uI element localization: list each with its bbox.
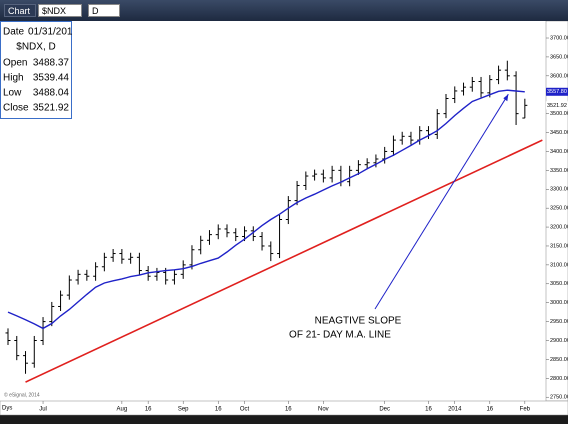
y-tick-label: 3500.00 xyxy=(550,111,568,117)
copyright: © eSignal, 2014 xyxy=(4,391,40,398)
dw-field-value: 3488.37 xyxy=(33,58,70,69)
x-tick-label: Jul xyxy=(39,407,47,413)
x-tick-label: 16 xyxy=(215,407,222,413)
y-tick-label: 3100.00 xyxy=(550,262,568,268)
x-tick-label: 16 xyxy=(486,407,493,413)
x-tick-label: 16 xyxy=(145,407,152,413)
x-tick-label: 16 xyxy=(285,407,292,413)
y-tick-label: 3300.00 xyxy=(550,187,568,193)
y-tick-label: 2950.00 xyxy=(550,319,568,325)
y-tick-label: 2900.00 xyxy=(550,338,568,344)
y-tick-label: 3450.00 xyxy=(550,130,568,136)
annotation-arrow xyxy=(374,93,509,310)
moving-average xyxy=(7,89,525,330)
y-tick-label: 3000.00 xyxy=(550,300,568,306)
y-tick-label: 3650.00 xyxy=(550,54,568,60)
title-bar xyxy=(0,0,568,21)
x-tick-label: Feb xyxy=(520,407,531,413)
y-tick-label: 3350.00 xyxy=(550,168,568,174)
x-tick-label: Aug xyxy=(117,407,128,413)
dw-date-label: Date xyxy=(3,27,25,38)
annotation-text: OF 21- DAY M.A. LINE xyxy=(289,330,391,341)
y-tick-label: 3150.00 xyxy=(550,243,568,249)
plot-area xyxy=(0,21,546,401)
symbol-box[interactable]: $NDX xyxy=(38,4,82,17)
data-window-frame xyxy=(0,21,72,119)
x-unit: Dys xyxy=(2,406,12,412)
x-axis-area xyxy=(0,400,568,416)
dw-date: 01/31/2014 xyxy=(28,27,72,38)
price-tag-box xyxy=(546,87,568,96)
y-tick-label: 3250.00 xyxy=(550,206,568,212)
price-tag: 3521.92 xyxy=(547,103,567,109)
x-tick-label: 16 xyxy=(425,407,432,413)
x-tick-label: Oct xyxy=(240,407,250,413)
dw-field-label: Close xyxy=(3,103,29,114)
dw-symbol: $NDX, D xyxy=(16,42,55,53)
dw-field-value: 3488.04 xyxy=(33,88,70,99)
x-tick-label: Dec xyxy=(379,407,390,413)
dw-field-value: 3539.44 xyxy=(33,73,70,84)
interval-box[interactable]: D xyxy=(88,4,120,17)
y-tick-label: 3050.00 xyxy=(550,281,568,287)
x-tick-label: Sep xyxy=(178,407,189,413)
trend-line xyxy=(25,139,543,383)
y-tick-label: 3600.00 xyxy=(550,73,568,79)
x-tick-label: 2014 xyxy=(448,407,462,413)
y-tick-label: 2800.00 xyxy=(550,376,568,382)
chart: Dys © eSignal, 2014 2750.00 2800.00 2850.0… xyxy=(0,21,568,416)
dw-field-value: 3521.92 xyxy=(33,103,70,114)
price-tag: 3557.80 xyxy=(547,89,567,95)
y-tick-label: 3200.00 xyxy=(550,225,568,231)
y-tick-label: 2750.00 xyxy=(550,395,568,401)
dw-field-label: Open xyxy=(3,58,27,69)
y-tick-label: 2850.00 xyxy=(550,357,568,363)
dw-field-label: High xyxy=(3,73,24,84)
y-tick-label: 3400.00 xyxy=(550,149,568,155)
dw-field-label: Low xyxy=(3,88,22,99)
y-tick-label: 3700.00 xyxy=(550,35,568,41)
price-tag-box xyxy=(546,101,568,110)
arrow-head xyxy=(503,94,509,102)
window-label: Chart xyxy=(4,4,36,17)
x-tick-label: Nov xyxy=(318,407,329,413)
annotation-text: NEAGTIVE SLOPE xyxy=(315,316,402,327)
